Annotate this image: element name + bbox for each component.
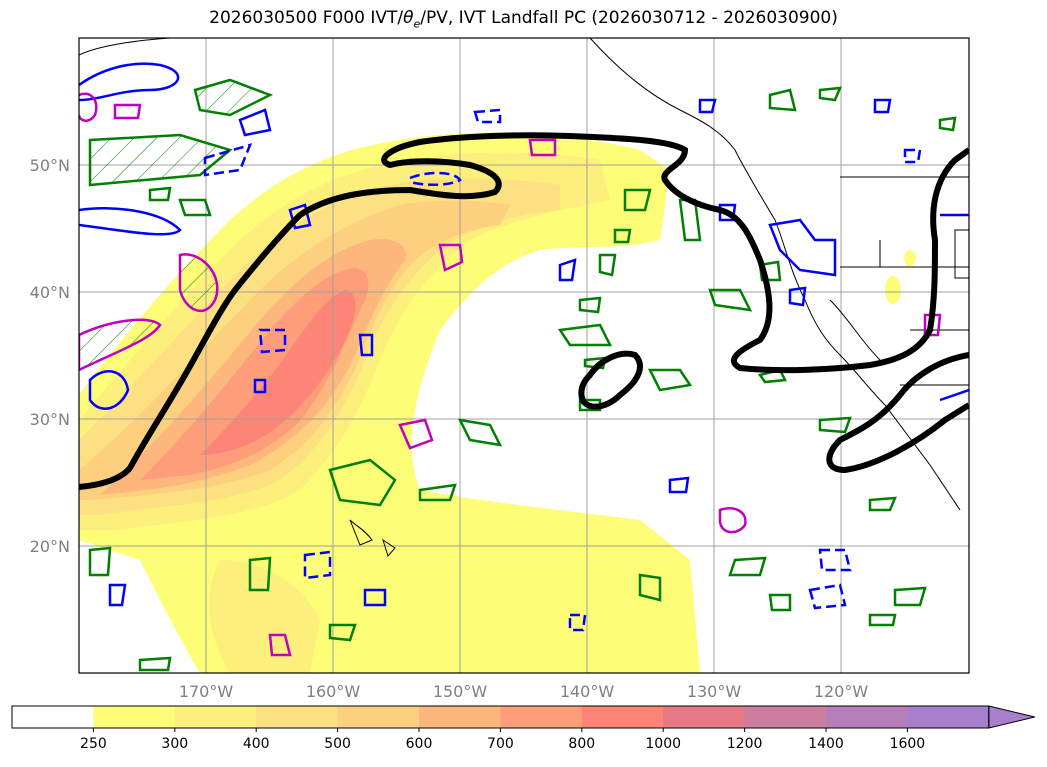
ivt-shading	[79, 132, 916, 673]
lon-label-150w: 150°W	[433, 682, 488, 701]
lon-label-170w: 170°W	[179, 682, 234, 701]
lon-label-140w: 140°W	[560, 682, 615, 701]
map-frame	[78, 37, 970, 674]
colorbar-extend-arrow	[988, 705, 1035, 729]
latitude-labels: 50°N 40°N 30°N 20°N	[30, 156, 70, 556]
lon-label-160w: 160°W	[306, 682, 361, 701]
colorbar-tick-label: 400	[243, 736, 270, 752]
colorbar-segment	[581, 706, 664, 728]
lat-label-50: 50°N	[30, 156, 70, 175]
colorbar-tick-label: 600	[406, 736, 433, 752]
gridlines	[79, 38, 969, 673]
longitude-labels: 170°W 160°W 150°W 140°W 130°W 120°W	[179, 682, 869, 701]
colorbar-tick-label: 500	[324, 736, 351, 752]
lat-label-20: 20°N	[30, 537, 70, 556]
colorbar-segment	[256, 706, 339, 728]
pv-contours	[79, 62, 969, 632]
colorbar-segment	[744, 706, 827, 728]
colorbar-segment	[663, 706, 746, 728]
colorbar-segment	[174, 706, 257, 728]
colorbar-tick-label: 800	[568, 736, 595, 752]
lon-label-130w: 130°W	[687, 682, 742, 701]
colorbar-segment	[907, 706, 990, 728]
lat-label-40: 40°N	[30, 283, 70, 302]
colorbar-tick-label: 250	[80, 736, 107, 752]
colorbar-tick-label: 300	[161, 736, 188, 752]
pv-negative-contours	[79, 92, 942, 657]
colorbar-segment	[419, 706, 501, 728]
colorbar-tick-label: 1400	[808, 736, 844, 752]
lon-label-120w: 120°W	[814, 682, 869, 701]
colorbar-tick-label: 1600	[890, 736, 926, 752]
plot-title: 2026030500 F000 IVT/θe/PV, IVT Landfall …	[209, 8, 838, 31]
colorbar-tick-label: 700	[487, 736, 514, 752]
colorbar-segment	[826, 706, 908, 728]
lat-label-30: 30°N	[30, 410, 70, 429]
colorbar-segment	[337, 706, 420, 728]
colorbar: 250 300 400 500 600 700 800 1000 1200 1400 1600	[11, 705, 1035, 752]
colorbar-tick-label: 1200	[727, 736, 763, 752]
colorbar-segment	[12, 706, 94, 728]
colorbar-segment	[500, 706, 583, 728]
coastlines	[79, 38, 969, 558]
colorbar-tick-label: 1000	[645, 736, 681, 752]
colorbar-segment	[93, 706, 176, 728]
landfall-pc-contour	[79, 132, 969, 490]
